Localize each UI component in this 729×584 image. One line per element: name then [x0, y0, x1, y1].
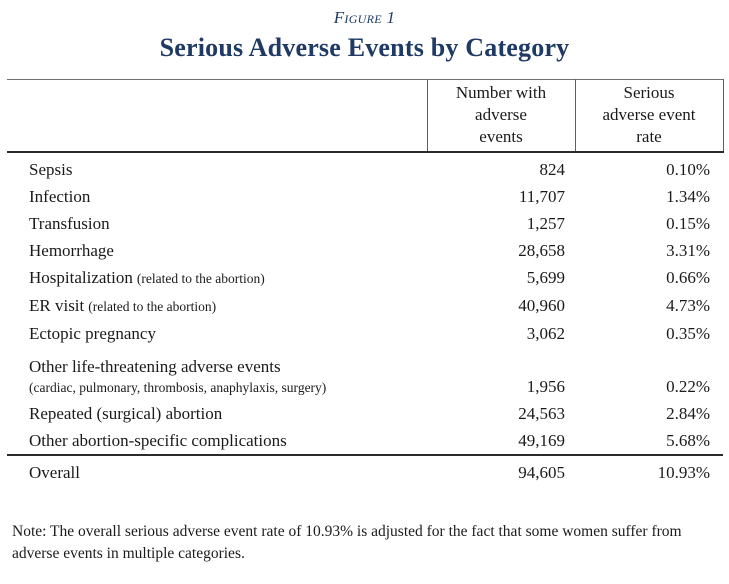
row-label: Repeated (surgical) abortion [29, 404, 223, 423]
page-title: Serious Adverse Events by Category [159, 33, 570, 62]
row-count: 1,257 [526, 214, 565, 233]
row-rate: 1.34% [666, 187, 710, 206]
row-label: Transfusion [29, 214, 110, 233]
overall-label: Overall [7, 454, 427, 490]
row-count: 28,658 [518, 241, 565, 260]
table-row: Other life-threatening adverse events (c… [7, 347, 723, 400]
overall-count: 94,605 [427, 454, 575, 490]
table-row: Infection 11,707 1.34% [7, 183, 723, 210]
row-count: 40,960 [518, 296, 565, 315]
table-overall-row: Overall 94,605 10.93% [7, 454, 723, 490]
row-rate: 4.73% [666, 296, 710, 315]
row-rate: 0.66% [666, 268, 710, 287]
row-label: ER visit [29, 296, 85, 315]
row-count: 5,699 [526, 268, 565, 287]
row-rate: 0.10% [666, 160, 710, 179]
table-row: Transfusion 1,257 0.15% [7, 210, 723, 237]
table-row: Sepsis 824 0.10% [7, 152, 723, 183]
row-rate: 0.22% [666, 377, 710, 396]
header-category [7, 79, 427, 153]
table-row: Repeated (surgical) abortion 24,563 2.84… [7, 400, 723, 427]
row-rate: 3.31% [666, 241, 710, 260]
table-header-row: Number with adverse events Serious adver… [7, 79, 724, 153]
row-count: 49,169 [518, 431, 565, 450]
table-row: Other abortion-specific complications 49… [7, 427, 723, 455]
row-label: Ectopic pregnancy [29, 324, 156, 343]
row-label: Other life-threatening adverse events [29, 357, 281, 376]
row-count: 1,956 [526, 377, 565, 396]
table-row: Hospitalization (related to the abortion)… [7, 264, 723, 292]
footnote: Note: The overall serious adverse event … [12, 523, 682, 562]
row-count: 824 [539, 160, 566, 179]
table-row: Ectopic pregnancy 3,062 0.35% [7, 320, 723, 347]
row-label: Hemorrhage [29, 241, 114, 260]
row-sublabel: (related to the abortion) [136, 271, 265, 286]
row-count: 11,707 [518, 187, 565, 206]
row-label: Hospitalization [29, 268, 133, 287]
row-label: Other abortion-specific complications [29, 431, 287, 450]
overall-rate: 10.93% [575, 454, 723, 490]
row-label: Sepsis [29, 160, 73, 179]
row-label: Infection [29, 187, 91, 206]
row-count: 3,062 [526, 324, 565, 343]
row-rate: 2.84% [666, 404, 710, 423]
row-rate: 0.15% [666, 214, 710, 233]
header-serious-adverse-event-rate: Serious adverse event rate [575, 79, 724, 153]
header-number-with-adverse-events: Number with adverse events [426, 79, 576, 153]
table-row: ER visit (related to the abortion) 40,960… [7, 292, 723, 320]
row-sublabel: (cardiac, pulmonary, thrombosis, anaphyl… [29, 380, 327, 395]
row-sublabel: (related to the abortion) [88, 299, 217, 314]
row-rate: 5.68% [666, 431, 710, 450]
row-count: 24,563 [518, 404, 565, 423]
row-rate: 0.35% [666, 324, 710, 343]
table-row: Hemorrhage 28,658 3.31% [7, 237, 723, 264]
figure-label: Figure 1 [333, 8, 396, 27]
adverse-events-table: Number with adverse events Serious adver… [7, 79, 724, 490]
